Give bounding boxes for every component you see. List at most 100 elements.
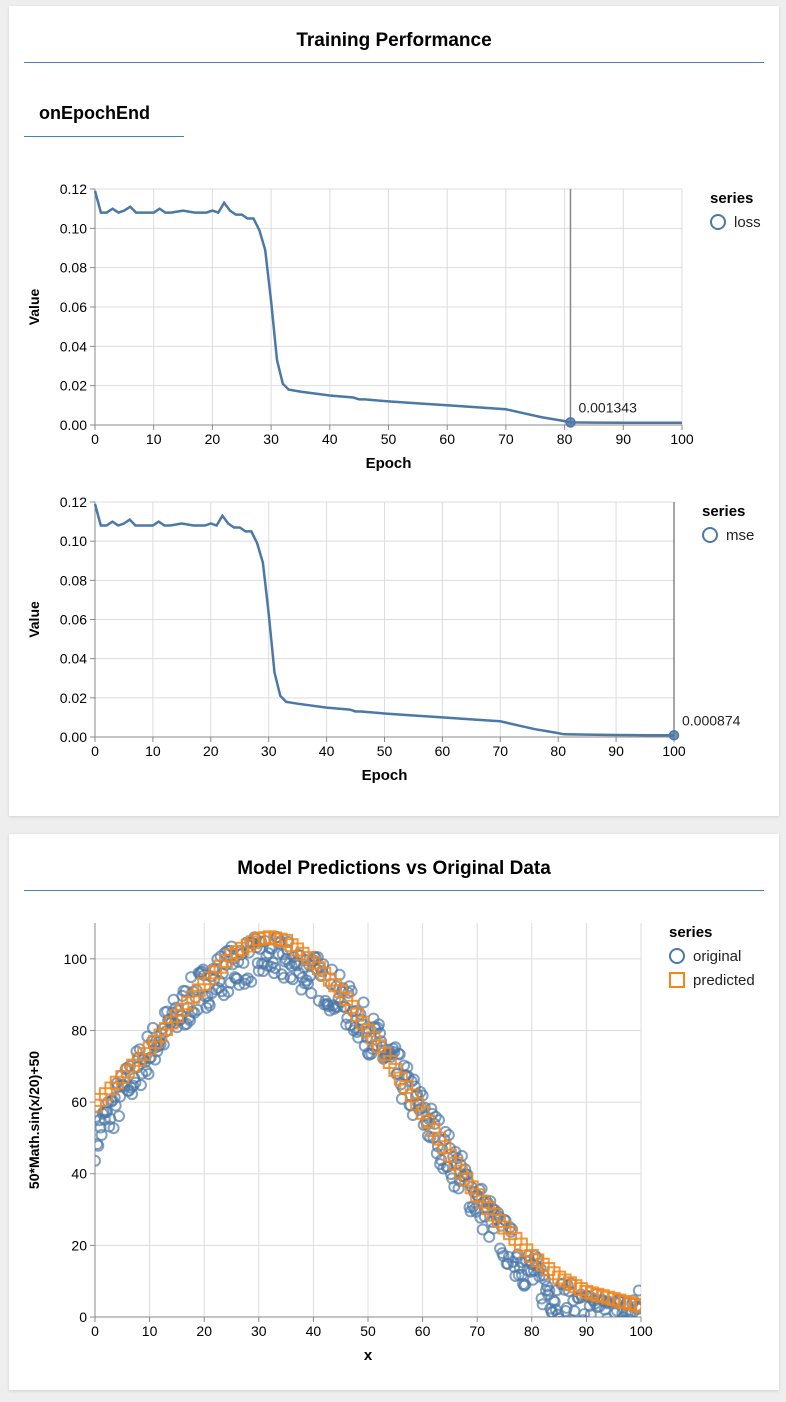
y-axis-title: 50*Math.sin(x/20)+50 bbox=[26, 1051, 42, 1189]
original-point bbox=[315, 970, 327, 982]
x-tick-label: 80 bbox=[557, 431, 573, 447]
x-tick-label: 90 bbox=[608, 743, 624, 759]
y-tick-label: 0.10 bbox=[60, 533, 87, 549]
original-point bbox=[593, 1321, 603, 1331]
original-point bbox=[277, 971, 290, 984]
y-tick-label: 0.06 bbox=[60, 612, 87, 628]
legend-symbol-original bbox=[669, 948, 685, 964]
x-tick-label: 70 bbox=[493, 743, 509, 759]
original-point bbox=[506, 1223, 519, 1236]
original-point bbox=[317, 958, 330, 971]
x-axis-title: x bbox=[364, 1347, 373, 1364]
loss-chart: 0 10 20 30 40 50 60 70 80 90 1000.000.020.040.060.… bbox=[26, 181, 761, 784]
predictions-chart: 0 10 20 30 40 50 60 70 80 90 100 0 20 40 60 80 100 x 50*Ma… bbox=[26, 923, 755, 1364]
legend-label-predicted: predicted bbox=[693, 972, 755, 989]
x-tick-label: 70 bbox=[469, 1323, 485, 1339]
original-point bbox=[560, 1316, 567, 1317]
x-tick-label: 70 bbox=[498, 431, 514, 447]
original-point bbox=[607, 1324, 617, 1334]
chart-1-group: 0 10 20 30 40 50 60 70 80 90 100 0.00 0.02 0.04 0.06 0.… bbox=[26, 494, 754, 784]
original-point bbox=[608, 1326, 618, 1336]
title-divider bbox=[24, 890, 764, 891]
original-point bbox=[129, 1076, 142, 1089]
original-point bbox=[553, 1312, 565, 1317]
predicted-point bbox=[634, 1299, 641, 1314]
x-tick-label: 30 bbox=[263, 431, 279, 447]
original-point bbox=[252, 964, 265, 977]
x-tick-label: 0 bbox=[91, 431, 99, 447]
y-tick-label: 0.10 bbox=[60, 220, 87, 236]
original-point bbox=[239, 973, 252, 986]
y-tick-label: 40 bbox=[71, 1166, 87, 1182]
x-tick-label: 60 bbox=[439, 431, 455, 447]
original-point bbox=[596, 1319, 606, 1329]
original-point bbox=[245, 975, 258, 988]
x-tick-label: 50 bbox=[381, 431, 397, 447]
original-point bbox=[258, 957, 271, 970]
x-tick-label: 100 bbox=[629, 1323, 653, 1339]
original-point bbox=[241, 972, 254, 985]
x-tick-label: 100 bbox=[662, 743, 686, 759]
x-tick-label: 10 bbox=[146, 431, 162, 447]
original-point bbox=[513, 1261, 526, 1274]
original-point bbox=[268, 967, 281, 980]
chart-0-group: 0 10 20 30 40 50 60 70 80 90 100 0.00 0.02 0.04 0.06 0.… bbox=[26, 181, 761, 472]
original-point bbox=[501, 1258, 514, 1270]
original-point bbox=[109, 1099, 122, 1112]
original-point bbox=[114, 1090, 127, 1103]
original-point bbox=[407, 1073, 420, 1086]
y-tick-label: 0.04 bbox=[60, 338, 87, 354]
original-point bbox=[140, 1064, 153, 1077]
tab-on-epoch-end[interactable]: onEpochEnd bbox=[39, 103, 150, 123]
original-point bbox=[511, 1248, 524, 1261]
x-axis-title: Epoch bbox=[366, 455, 412, 472]
scatter-points bbox=[95, 930, 641, 1336]
highlight-value-label: 0.001343 bbox=[578, 399, 637, 415]
original-point bbox=[157, 1038, 170, 1051]
original-point bbox=[357, 996, 370, 1009]
original-point bbox=[452, 1182, 465, 1195]
x-tick-label: 40 bbox=[319, 743, 335, 759]
y-tick-label: 20 bbox=[71, 1237, 87, 1253]
legend-title: series bbox=[702, 503, 745, 520]
y-tick-label: 0.00 bbox=[60, 729, 87, 745]
y-tick-label: 0.12 bbox=[60, 181, 87, 197]
x-tick-label: 100 bbox=[670, 431, 694, 447]
model-predictions-card: Model Predictions vs Original Data 0 10 20… bbox=[9, 834, 779, 1390]
training-performance-card: Training Performance onEpochEnd 0 10 20 30 4… bbox=[9, 6, 779, 816]
original-point bbox=[95, 1154, 101, 1167]
original-point bbox=[255, 935, 267, 948]
original-point bbox=[578, 1308, 591, 1317]
y-tick-label: 0 bbox=[79, 1309, 87, 1325]
original-point bbox=[556, 1315, 564, 1317]
original-point bbox=[352, 1031, 365, 1044]
original-point bbox=[95, 1129, 108, 1141]
original-point bbox=[386, 1048, 398, 1061]
x-axis-title: Epoch bbox=[362, 767, 408, 784]
legend-symbol-predicted bbox=[669, 972, 685, 988]
original-point bbox=[203, 999, 216, 1012]
y-axis-title: Value bbox=[26, 601, 42, 638]
series-line-mse bbox=[93, 503, 675, 737]
x-tick-label: 20 bbox=[205, 431, 221, 447]
x-tick-label: 30 bbox=[261, 743, 277, 759]
x-tick-label: 0 bbox=[91, 1323, 99, 1339]
y-tick-label: 80 bbox=[71, 1022, 87, 1038]
x-tick-label: 60 bbox=[435, 743, 451, 759]
original-point bbox=[108, 1091, 121, 1104]
x-tick-label: 20 bbox=[196, 1323, 212, 1339]
original-point bbox=[601, 1312, 613, 1317]
x-tick-label: 40 bbox=[306, 1323, 322, 1339]
original-point bbox=[180, 1017, 193, 1030]
x-tick-label: 80 bbox=[550, 743, 566, 759]
x-tick-label: 0 bbox=[91, 743, 99, 759]
y-tick-label: 0.04 bbox=[60, 651, 87, 667]
x-tick-label: 90 bbox=[616, 431, 632, 447]
original-point bbox=[581, 1315, 589, 1317]
y-tick-label: 100 bbox=[64, 951, 88, 967]
legend-label-original: original bbox=[693, 948, 741, 965]
x-tick-label: 90 bbox=[579, 1323, 595, 1339]
original-point bbox=[269, 962, 282, 974]
chart-2-group: 0 10 20 30 40 50 60 70 80 90 100 0 20 40 60 80 100 x 50*Ma… bbox=[26, 923, 755, 1364]
x-tick-label: 10 bbox=[142, 1323, 158, 1339]
